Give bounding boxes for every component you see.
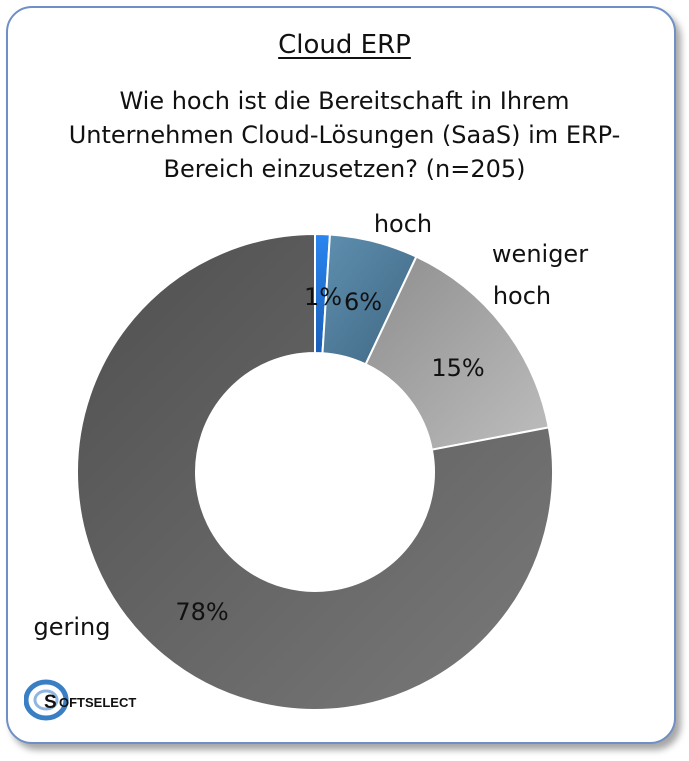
value-label: 1%: [304, 283, 342, 311]
slice-gering: [76, 232, 554, 711]
category-label: hoch: [493, 282, 551, 310]
value-label: 15%: [431, 354, 484, 382]
category-label: weniger: [492, 240, 588, 268]
value-label: 78%: [175, 598, 228, 626]
value-label: 6%: [344, 288, 382, 316]
category-label: gering: [34, 613, 111, 641]
category-label: hoch: [374, 210, 432, 238]
logo-s-letter: S: [44, 692, 57, 713]
chart-title: Cloud ERP: [278, 30, 411, 60]
logo-wordmark: OFTSELECT: [59, 695, 136, 710]
survey-question: Wie hoch ist die Bereitschaft in Ihrem U…: [68, 87, 621, 183]
slice-weniger-hoch: [364, 255, 550, 451]
softselect-logo: S OFTSELECT: [24, 679, 136, 721]
